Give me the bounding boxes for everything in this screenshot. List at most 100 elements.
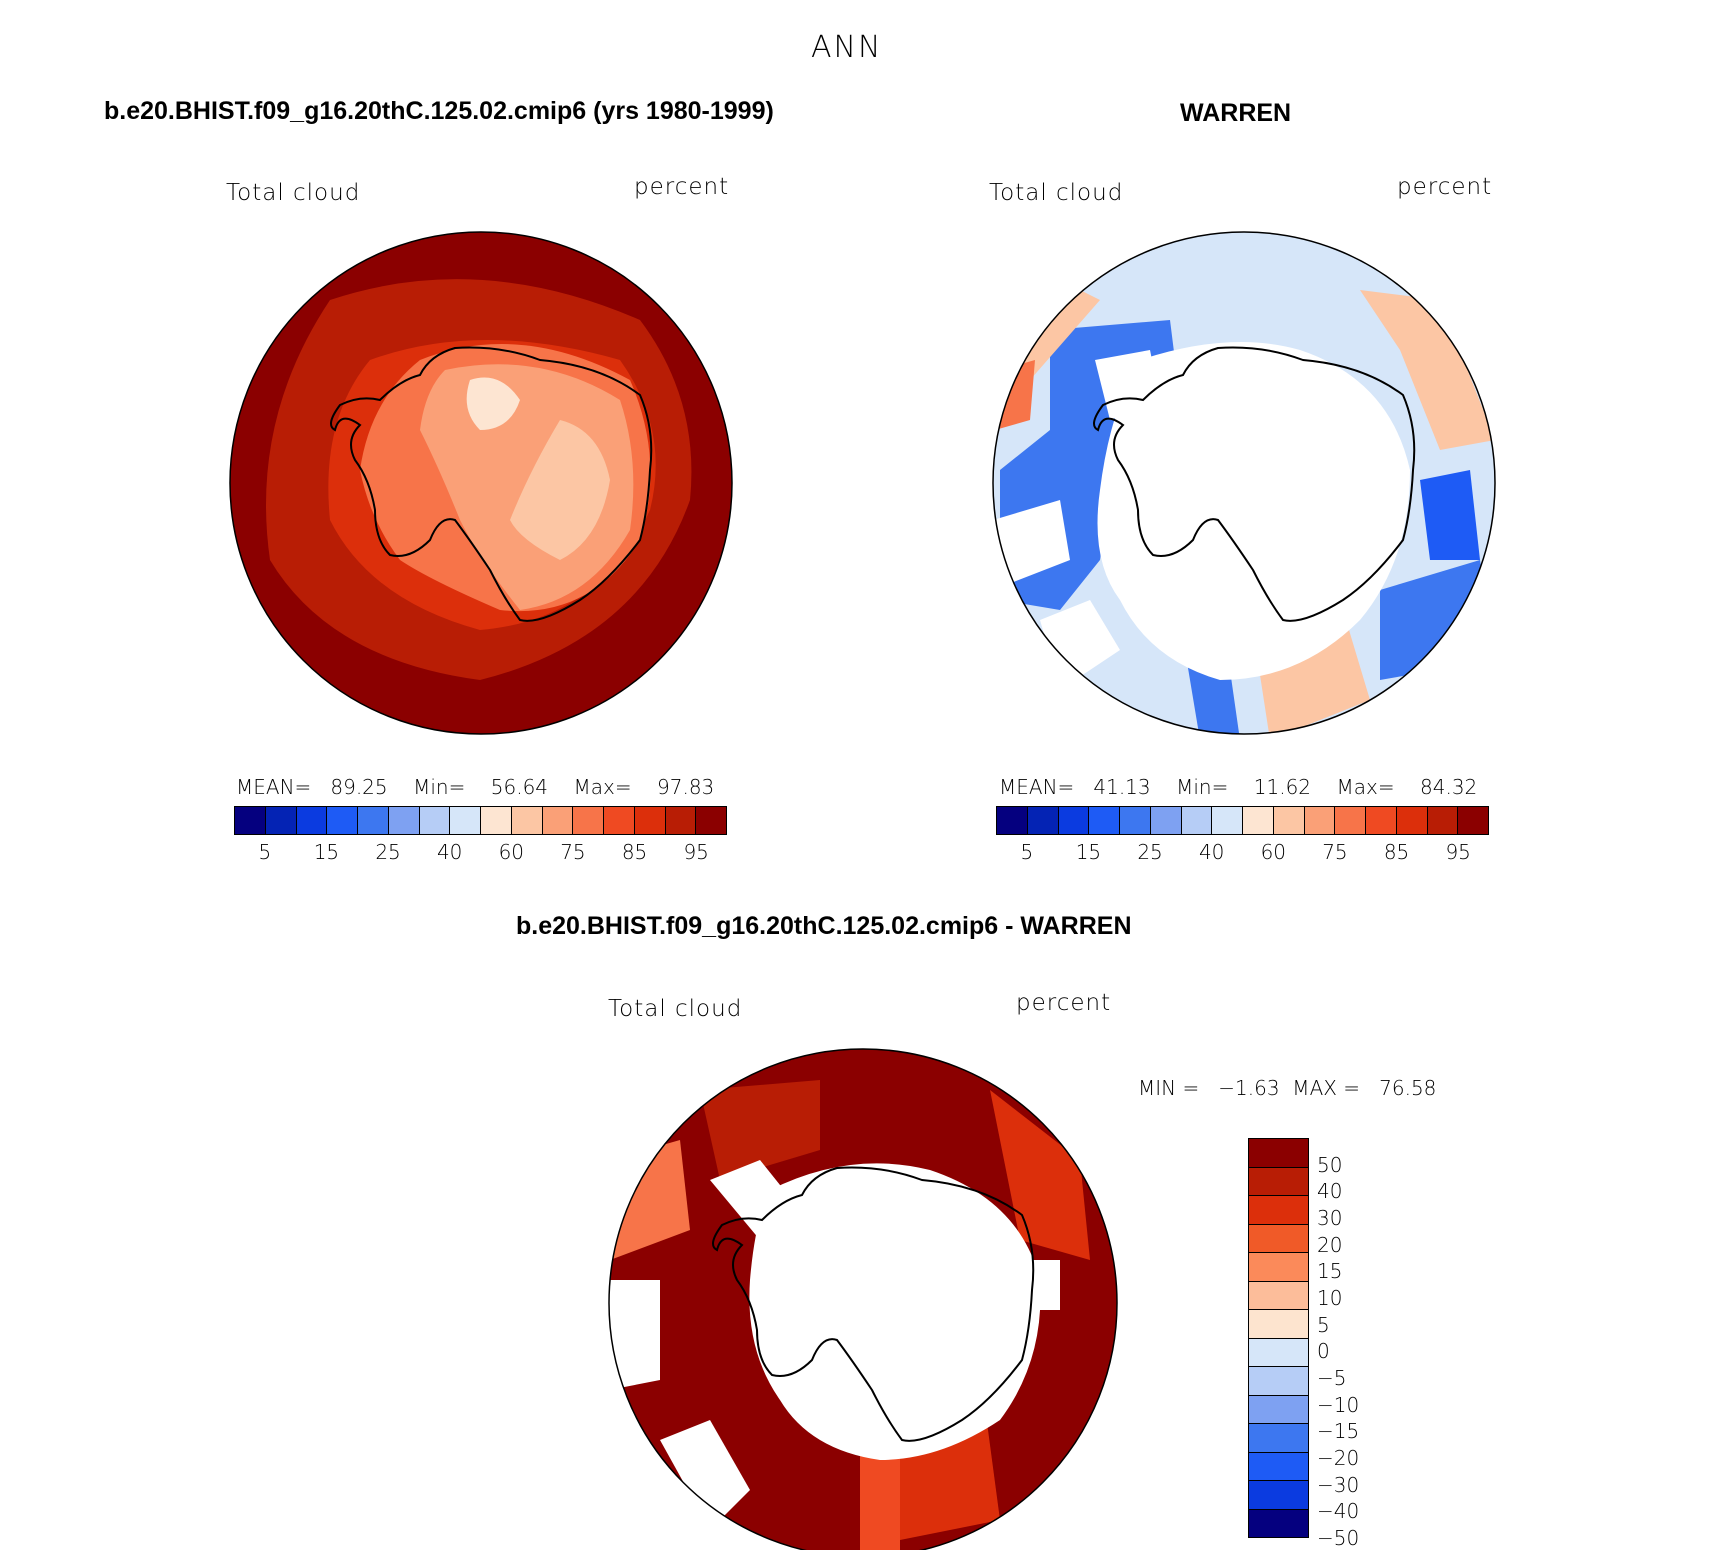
panel1-map-border bbox=[229, 231, 733, 735]
panel3-colorbar-swatch bbox=[1249, 1224, 1308, 1253]
panel2-variable-label: Total cloud bbox=[989, 180, 1124, 206]
panel1-field-ring2 bbox=[328, 340, 656, 630]
panel2-colorbar-swatch bbox=[1366, 807, 1397, 834]
panel3-field-ring-orange2 bbox=[860, 1440, 900, 1550]
panel3-colorbar-tick: −5 bbox=[1317, 1366, 1347, 1390]
panel1-colorbar-swatch bbox=[542, 807, 574, 834]
panel1-field-core bbox=[510, 420, 610, 560]
panel1-stats: MEAN= 89.25 Min= 56.64 Max= 97.83 bbox=[236, 775, 714, 799]
panel2-field-ring-blue4 bbox=[1420, 470, 1480, 560]
panel3-minmax: MIN = −1.63 MAX = 76.58 bbox=[1138, 1076, 1437, 1100]
panel2-mean-label: MEAN= bbox=[999, 775, 1075, 799]
panel2-colorbar-tick: 95 bbox=[1445, 840, 1471, 864]
panel1-colorbar-tick: 85 bbox=[621, 840, 648, 864]
panel2-colorbar-swatch bbox=[997, 807, 1028, 834]
panel3-colorbar-tick: 5 bbox=[1317, 1312, 1330, 1337]
panel2-mean-value: 41.13 bbox=[1093, 775, 1151, 799]
panel3-colorbar-tick: 30 bbox=[1317, 1206, 1343, 1230]
panel2-antarctica-outline bbox=[1093, 346, 1416, 622]
panel1-colorbar-tick: 5 bbox=[258, 840, 272, 864]
panel1-field-ring bbox=[266, 279, 692, 680]
panel3-field-ring-red bbox=[700, 1080, 820, 1180]
panel1-header: b.e20.BHIST.f09_g16.20thC.125.02.cmip6 (… bbox=[104, 97, 774, 125]
panel3-colorbar-tick: 0 bbox=[1317, 1339, 1330, 1364]
panel3-colorbar-tick: −15 bbox=[1317, 1419, 1360, 1444]
panel3-field-ring-red3 bbox=[880, 1370, 1000, 1540]
panel1-colorbar-tick: 60 bbox=[498, 840, 525, 864]
panel1-units-label: percent bbox=[634, 174, 730, 200]
panel2-colorbar bbox=[996, 806, 1489, 835]
panel2-units-label: percent bbox=[1397, 174, 1493, 200]
panel2-colorbar-ticks: 5 15 25 40 60 75 85 95 bbox=[996, 840, 1487, 864]
panel1-colorbar-tick: 25 bbox=[375, 840, 401, 864]
panel2-min-value: 11.62 bbox=[1253, 775, 1312, 799]
panel1-colorbar-swatch bbox=[696, 807, 726, 834]
panel1-colorbar-swatch bbox=[235, 807, 266, 834]
panel2-field-white-gap2 bbox=[1040, 600, 1120, 690]
panel3-colorbar-tick: 20 bbox=[1317, 1232, 1343, 1257]
panel2-colorbar-tick: 5 bbox=[1020, 840, 1034, 864]
panel3-colorbar-swatch bbox=[1249, 1367, 1308, 1396]
panel3-colorbar-tick: −40 bbox=[1317, 1499, 1360, 1524]
panel3-colorbar-tick: −30 bbox=[1317, 1472, 1360, 1497]
panel2-stats: MEAN= 41.13 Min= 11.62 Max= 84.32 bbox=[999, 775, 1477, 799]
panel3-colorbar-swatch bbox=[1249, 1139, 1308, 1168]
panel2-colorbar-tick: 60 bbox=[1260, 840, 1287, 864]
panel2-colorbar-swatch bbox=[1120, 807, 1151, 834]
panel2-colorbar-swatch bbox=[1089, 807, 1120, 834]
panel3-colorbar-swatch bbox=[1249, 1167, 1308, 1196]
panel3-colorbar-tick: 50 bbox=[1317, 1152, 1343, 1177]
panel3-colorbar-swatch bbox=[1249, 1395, 1308, 1424]
panel3-colorbar-swatch bbox=[1249, 1424, 1308, 1453]
panel1-colorbar-swatch bbox=[358, 807, 389, 834]
panel2-colorbar-tick: 75 bbox=[1322, 840, 1348, 864]
panel1-colorbar-swatch bbox=[388, 807, 420, 834]
panel1-variable-label: Total cloud bbox=[226, 180, 361, 206]
panel1-colorbar-ticks: 5 15 25 40 60 75 85 95 bbox=[234, 840, 725, 864]
panel2-colorbar-tick: 15 bbox=[1075, 840, 1102, 864]
panel2-colorbar-swatch bbox=[1427, 807, 1459, 834]
panel2-max-value: 84.32 bbox=[1420, 775, 1478, 799]
panel3-colorbar-tick: −10 bbox=[1317, 1392, 1360, 1417]
panel1-antarctica-outline bbox=[330, 346, 653, 622]
panel1-field-bg bbox=[230, 232, 732, 734]
panel2-colorbar-tick: 85 bbox=[1383, 840, 1410, 864]
panel2-colorbar-swatch bbox=[1027, 807, 1059, 834]
panel3-colorbar-swatch bbox=[1249, 1481, 1308, 1510]
panel3-colorbar-swatch bbox=[1249, 1338, 1308, 1367]
panel2-colorbar-swatch bbox=[1396, 807, 1428, 834]
panel1-min-value: 56.64 bbox=[490, 775, 549, 799]
panel2-field-ring-blue bbox=[1000, 320, 1180, 610]
panel2-colorbar-swatch bbox=[1181, 807, 1213, 834]
panel1-max-label: Max= bbox=[573, 775, 632, 799]
panel1-colorbar-swatch bbox=[604, 807, 635, 834]
panel2-colorbar-tick: 25 bbox=[1137, 840, 1163, 864]
panel2-colorbar-swatch bbox=[1150, 807, 1182, 834]
panel1-colorbar-swatch bbox=[419, 807, 451, 834]
panel3-colorbar-tick: 40 bbox=[1317, 1179, 1343, 1204]
panel2-field-ring-blue2 bbox=[1180, 600, 1240, 734]
panel2-field-white-gap3 bbox=[1095, 350, 1160, 420]
panel2-field-ring-pink3 bbox=[1250, 600, 1370, 734]
panel2-colorbar-swatch bbox=[1458, 807, 1488, 834]
panel2-header: WARREN bbox=[1180, 99, 1292, 127]
panel3-map-border bbox=[608, 1048, 1118, 1550]
panel3-colorbar-tick: 10 bbox=[1317, 1286, 1343, 1310]
panel3-colorbar-tick: 15 bbox=[1317, 1259, 1343, 1284]
panel1-colorbar-tick: 75 bbox=[560, 840, 586, 864]
panel2-colorbar-tick: 40 bbox=[1198, 840, 1225, 864]
panel1-max-value: 97.83 bbox=[657, 775, 715, 799]
panel2-field-white-gap1 bbox=[993, 500, 1070, 590]
panel1-colorbar-swatch bbox=[634, 807, 666, 834]
panel2-field-ring-pink2 bbox=[1000, 280, 1100, 390]
panel2-field-white bbox=[1097, 342, 1410, 680]
panel2-field-ring-red bbox=[995, 360, 1035, 430]
panel3-colorbar-swatch bbox=[1249, 1452, 1308, 1481]
panel3-colorbar-tick: −50 bbox=[1317, 1526, 1360, 1550]
panel1-mean-label: MEAN= bbox=[236, 775, 312, 799]
panel3-field-white-gap1 bbox=[609, 1280, 660, 1390]
panel2-field-ring-blue3 bbox=[1380, 560, 1495, 680]
panel1-colorbar-tick: 95 bbox=[683, 840, 709, 864]
panel1-mean-value: 89.25 bbox=[330, 775, 388, 799]
panel3-colorbar-tick: −20 bbox=[1317, 1446, 1360, 1470]
